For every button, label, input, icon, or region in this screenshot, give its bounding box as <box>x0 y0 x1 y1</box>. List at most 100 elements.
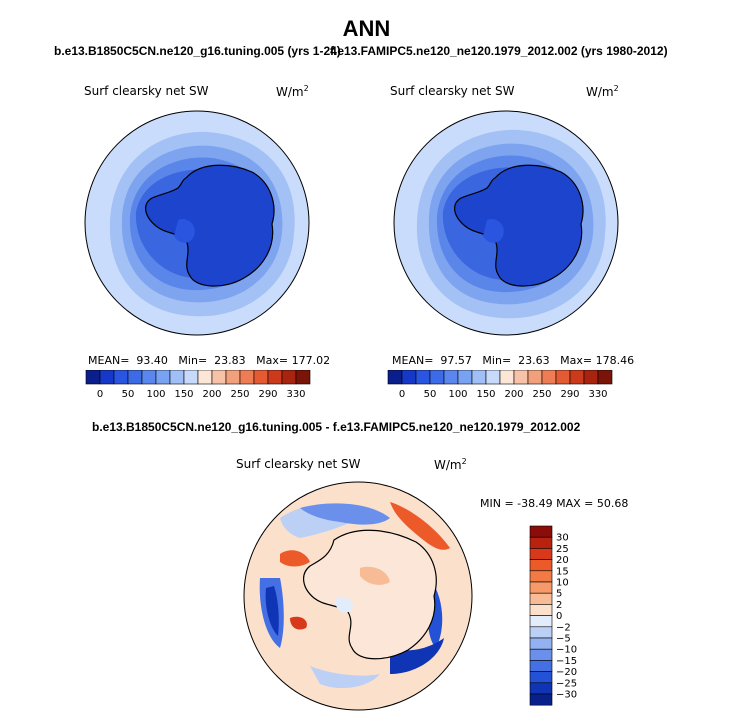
colorbar-cell <box>387 370 403 385</box>
panel1-polar-map <box>84 110 310 336</box>
colorbar-cell <box>529 648 553 661</box>
panel2-units-label: W/m2 <box>586 84 619 99</box>
diff-stats: MIN = -38.49 MAX = 50.68 <box>480 497 629 510</box>
colorbar-cell <box>527 370 543 385</box>
colorbar-cell <box>529 525 553 538</box>
panel2-ice-shelf <box>483 218 504 243</box>
diff-patch-blue-top <box>300 503 390 525</box>
colorbar-cell <box>529 637 553 650</box>
colorbar-tick-label: 290 <box>560 389 579 400</box>
colorbar-tick-label: −5 <box>556 634 571 645</box>
colorbar-cell <box>155 370 171 385</box>
colorbar-tick-label: 20 <box>556 555 569 566</box>
diff-patch-cool-shelf <box>335 596 353 613</box>
colorbar-tick-label: 250 <box>230 389 249 400</box>
colorbar-tick-label: −25 <box>556 678 577 689</box>
colorbar-tick-label: 200 <box>202 389 221 400</box>
colorbar-cell <box>529 671 553 684</box>
colorbar-cell <box>443 370 459 385</box>
diff-patch-darkblue-bottomright <box>390 638 444 674</box>
colorbar-tick-label: 30 <box>556 533 569 544</box>
colorbar-cell <box>529 604 553 616</box>
colorbar-tick-label: 2 <box>556 600 562 611</box>
colorbar-cell <box>225 370 241 385</box>
colorbar-cell <box>513 370 529 385</box>
colorbar-cell <box>127 370 143 385</box>
colorbar-cell <box>85 370 101 385</box>
panel2-polar-map <box>393 110 619 336</box>
colorbar-tick-label: 100 <box>448 389 467 400</box>
colorbar-cell <box>197 370 213 385</box>
colorbar-tick-label: −30 <box>556 690 577 701</box>
colorbar-tick-label: 100 <box>146 389 165 400</box>
colorbar-cell <box>541 370 557 385</box>
colorbar-cell <box>597 370 613 385</box>
colorbar-tick-label: 25 <box>556 544 569 555</box>
colorbar-tick-label: 0 <box>556 611 562 622</box>
colorbar-tick-label: 5 <box>556 589 562 600</box>
diff-title: b.e13.B1850C5CN.ne120_g16.tuning.005 - f… <box>92 420 581 434</box>
panel2-stats: MEAN= 97.57 Min= 23.63 Max= 178.46 <box>392 354 635 367</box>
panel1-variable-label: Surf clearsky net SW <box>84 84 209 98</box>
panel1-map-border <box>84 110 310 336</box>
diff-patch-red-left <box>280 550 310 567</box>
panel2-variable-label: Surf clearsky net SW <box>390 84 515 98</box>
colorbar-cell <box>529 615 553 628</box>
diff-patch-darkblue-left <box>265 586 279 636</box>
colorbar-cell <box>415 370 431 385</box>
panel2-colorbar: 0 50 100 150 200 250 290 330 <box>387 370 613 400</box>
colorbar-tick-label: −10 <box>556 645 577 656</box>
colorbar-cell <box>281 370 297 385</box>
colorbar-tick-label: 150 <box>476 389 495 400</box>
colorbar-cell <box>429 370 445 385</box>
colorbar-cell <box>471 370 487 385</box>
colorbar-cell <box>295 370 311 385</box>
colorbar-cell <box>529 548 553 560</box>
colorbar-cell <box>529 626 553 639</box>
colorbar-cell <box>555 370 571 385</box>
colorbar-tick-label: 15 <box>556 566 569 577</box>
colorbar-tick-label: −15 <box>556 656 577 667</box>
colorbar-cell <box>529 559 553 572</box>
panel1-colorbar: 0 50 100 150 200 250 290 330 <box>85 370 311 400</box>
colorbar-tick-label: 0 <box>399 389 405 400</box>
colorbar-cell <box>183 370 199 385</box>
case1-title: b.e13.B1850C5CN.ne120_g16.tuning.005 (yr… <box>54 44 341 58</box>
panel1-stats: MEAN= 93.40 Min= 23.83 Max= 177.02 <box>88 354 331 367</box>
panel1-units-label: W/m2 <box>276 84 309 99</box>
colorbar-tick-label: 330 <box>588 389 607 400</box>
panel2-antarctica <box>454 164 584 287</box>
colorbar-tick-label: 50 <box>424 389 437 400</box>
colorbar-cell <box>529 693 553 706</box>
colorbar-cell <box>583 370 599 385</box>
colorbar-cell <box>569 370 585 385</box>
colorbar-tick-label: 50 <box>122 389 135 400</box>
colorbar-cell <box>99 370 115 385</box>
colorbar-tick-label: 10 <box>556 578 569 589</box>
panel1-ice-shelf <box>174 218 195 243</box>
diff-patch-lightblue-bottom <box>310 666 380 689</box>
panel1-antarctica <box>145 164 275 287</box>
panel2-map-border <box>393 110 619 336</box>
colorbar-cell <box>169 370 185 385</box>
diff-patch-red-bottomleft <box>290 616 307 630</box>
diff-patch-warm-continent <box>360 566 390 585</box>
colorbar-cell <box>253 370 269 385</box>
colorbar-cell <box>529 682 553 695</box>
colorbar-tick-label: 150 <box>174 389 193 400</box>
colorbar-cell <box>267 370 283 385</box>
diff-map-border <box>243 481 473 711</box>
colorbar-cell <box>239 370 255 385</box>
case2-title: f.e13.FAMIPC5.ne120_ne120.1979_2012.002 … <box>330 44 668 58</box>
diff-variable-label: Surf clearsky net SW <box>236 457 361 471</box>
colorbar-tick-label: −2 <box>556 622 571 633</box>
colorbar-cell <box>401 370 417 385</box>
colorbar-cell <box>113 370 129 385</box>
colorbar-cell <box>529 660 553 672</box>
colorbar-cell <box>211 370 227 385</box>
colorbar-tick-label: 0 <box>97 389 103 400</box>
colorbar-cell <box>141 370 157 385</box>
colorbar-tick-label: 290 <box>258 389 277 400</box>
colorbar-cell <box>529 592 553 605</box>
diff-units-label: W/m2 <box>434 457 467 472</box>
